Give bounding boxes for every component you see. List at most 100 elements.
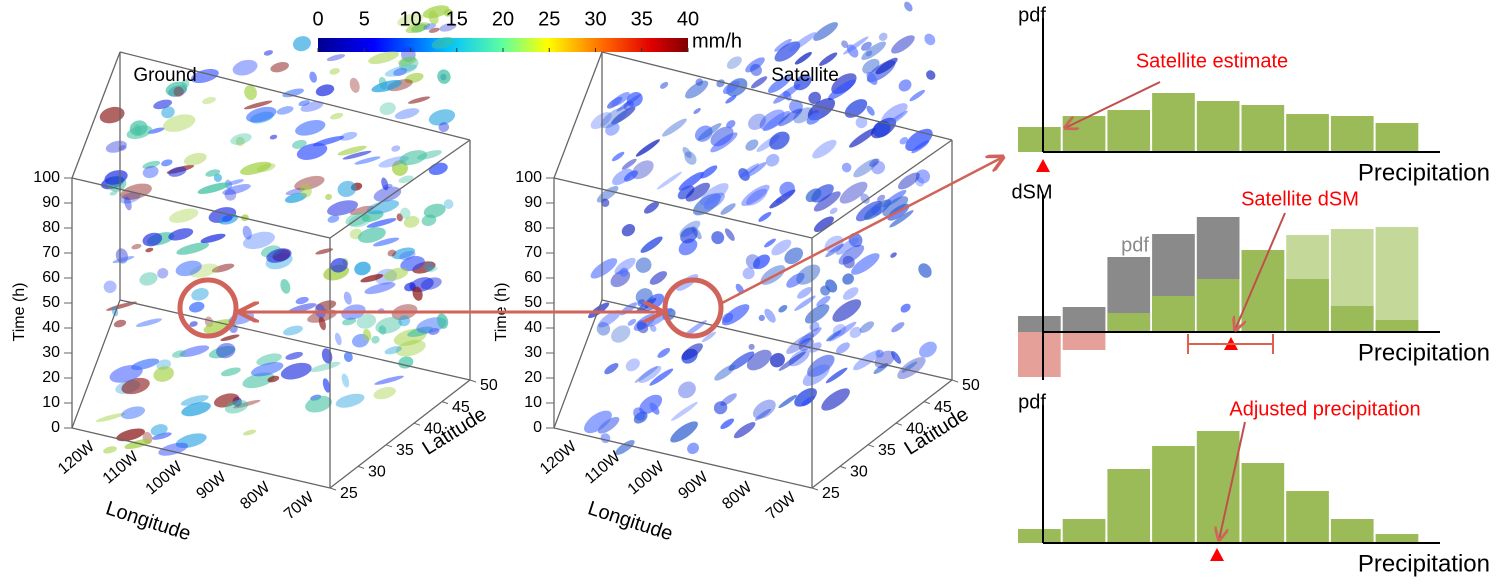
precip-blob [711,231,725,245]
cube-edge [601,51,953,141]
precip-blob [849,127,877,148]
precip-blob [778,351,806,371]
precip-blob [633,407,646,421]
dsm-bar [1375,320,1419,332]
bar [1330,116,1374,152]
precip-blob [181,79,190,88]
precip-blob [796,264,821,285]
precip-blob [774,38,792,52]
precip-blob [682,146,692,159]
precip-blob [300,101,324,112]
precip-blob [366,218,397,228]
precip-blob [403,215,420,228]
precip-blob [296,142,328,160]
precip-blob [190,68,219,84]
precip-blob [142,232,163,247]
lat-tick [923,401,931,405]
link-arrow [721,157,1003,305]
precip-blob [919,341,937,358]
bar [1286,491,1329,543]
precip-blob [786,333,815,354]
time-axis-label: Time (h) [11,283,28,342]
precip-blob [106,301,137,311]
precip-blob [889,210,914,228]
bar [1018,127,1061,152]
precip-blob [99,106,125,124]
precip-blob [161,106,175,119]
x-axis-label: Precipitation [1358,339,1490,366]
precip-blob [360,274,384,283]
precip-blob [835,342,850,354]
time-tick-label: 40 [524,319,542,336]
precip-blob [342,150,372,160]
precip-blob [898,79,912,92]
precip-blob [327,215,340,223]
precip-blob [158,442,189,456]
time-tick-label: 100 [515,169,542,186]
precip-blob [341,373,350,388]
precip-blob [720,418,735,430]
precip-blob [678,381,696,399]
precip-blob [309,71,317,83]
precip-blob [825,243,844,258]
precip-blob [437,69,451,84]
precip-blob [843,36,869,55]
precip-blob [426,266,438,273]
lon-tick-label: 120W [55,437,99,477]
precip-blob [677,185,695,200]
precip-blob [875,349,884,358]
precip-blob [391,145,401,152]
precip-blob [244,85,257,101]
cube-edge [553,299,603,429]
precip-blob [685,80,709,99]
precip-blob [168,228,194,241]
precip-blob [842,287,859,300]
lat-tick [357,465,365,469]
precip-blob [657,348,671,358]
precip-blob [829,207,838,215]
precip-blob [670,421,698,443]
precip-blob [751,76,768,89]
precip-blob [720,203,736,215]
colorbar-unit: mm/h [692,30,742,52]
precip-blob [861,41,872,51]
precip-blob [197,182,230,194]
precip-blob [773,83,801,104]
precip-blob [243,100,273,110]
precip-blob [918,263,932,278]
cube-edge [71,427,331,489]
precip-blob [129,120,148,136]
pdf-bar [1062,307,1106,332]
precip-blob [678,171,704,191]
marker-triangle [1210,548,1224,561]
lon-tick-label: 70W [281,489,318,524]
precip-blob [398,56,417,66]
precip-blob [135,318,162,327]
y-axis-label: pdf [1018,391,1046,413]
colorbar-tick-label: 20 [492,8,514,30]
lat-tick-label: 45 [452,399,470,416]
precip-blob [211,263,235,273]
precip-blob [120,183,152,200]
time-tick-label: 50 [42,294,60,311]
precip-blob [112,256,135,264]
precip-blob [866,105,875,116]
precip-blob [875,57,898,75]
precip-blob [398,356,414,369]
precip-blob [109,191,118,196]
precip-blob [820,285,831,296]
precip-blob [838,244,865,265]
precip-blob [802,364,830,386]
precip-blob [335,393,365,408]
precip-blob [230,133,252,145]
precip-blob [180,395,209,406]
time-tick-label: 80 [524,219,542,236]
bar [1330,519,1374,543]
precip-blob [611,151,625,162]
precip-blob [779,181,795,197]
precip-blob [583,410,612,434]
precip-blob [282,88,305,98]
precip-blob [224,399,249,414]
precip-blob [721,304,750,326]
precip-blob [329,112,344,120]
